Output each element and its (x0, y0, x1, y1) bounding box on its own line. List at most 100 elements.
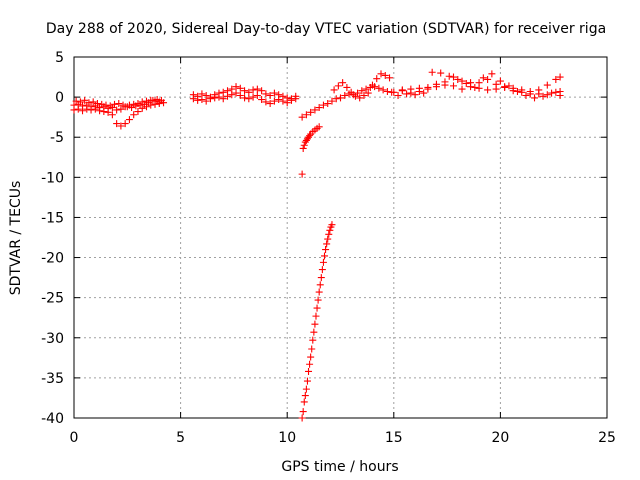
data-point (315, 288, 323, 296)
data-point (323, 240, 331, 248)
data-point (317, 274, 325, 282)
data-point (479, 74, 487, 82)
data-point (386, 74, 394, 82)
data-point (266, 92, 274, 100)
data-point (505, 82, 513, 90)
x-tick-label: 5 (176, 430, 185, 446)
data-point (328, 221, 336, 229)
data-point (232, 83, 240, 91)
data-point (341, 92, 349, 100)
data-point (475, 84, 483, 92)
data-point (330, 86, 338, 94)
data-point (91, 105, 99, 113)
data-point (93, 100, 101, 108)
data-point (360, 92, 368, 100)
data-point (390, 88, 398, 96)
x-tick-label: 10 (278, 430, 296, 446)
data-point (96, 107, 104, 115)
data-point (136, 101, 144, 109)
data-point (319, 101, 327, 109)
data-point (253, 85, 261, 93)
data-point (420, 89, 428, 97)
data-point (302, 385, 310, 393)
data-point (432, 83, 440, 91)
data-point (70, 106, 78, 114)
data-point (310, 328, 318, 336)
data-point (312, 312, 320, 320)
data-point (311, 320, 319, 328)
data-point (522, 92, 530, 100)
data-point (106, 102, 114, 110)
data-point (134, 108, 142, 116)
data-point (307, 108, 315, 116)
y-tick-label: -10 (41, 170, 64, 186)
data-point (307, 353, 315, 361)
data-point (339, 79, 347, 87)
data-point (445, 72, 453, 80)
data-point (258, 96, 266, 104)
data-point (324, 235, 332, 243)
y-tick-label: -25 (41, 291, 64, 307)
data-point (454, 75, 462, 83)
data-point (232, 89, 240, 97)
data-point (194, 96, 202, 104)
data-point (394, 92, 402, 100)
data-point (513, 87, 521, 95)
data-point (328, 97, 336, 105)
data-point (102, 101, 110, 109)
data-point (437, 69, 445, 77)
data-point (324, 100, 332, 108)
data-point (151, 100, 159, 108)
data-point (283, 99, 291, 107)
data-point (458, 77, 466, 85)
data-point (308, 345, 316, 353)
data-point (119, 101, 127, 109)
data-point (311, 106, 319, 114)
data-point (72, 97, 80, 105)
data-point (81, 96, 89, 104)
data-point (377, 70, 385, 78)
data-point (471, 83, 479, 91)
data-point (300, 141, 308, 149)
data-point (298, 113, 306, 121)
data-point (526, 87, 534, 95)
data-point (89, 98, 97, 106)
y-tick-label: 0 (55, 90, 64, 106)
axes: 0 5 10 15 20 25 5 0 -5 -10 -15 -20 -25 -30 -35 -40 (41, 50, 616, 446)
data-point (275, 96, 283, 104)
data-point (315, 123, 323, 131)
x-tick-label: 15 (385, 430, 403, 446)
data-point (321, 252, 329, 260)
data-point (270, 89, 278, 97)
data-point (298, 414, 306, 422)
data-point (85, 99, 93, 107)
data-point (318, 266, 326, 274)
y-tick-label: -20 (41, 251, 64, 267)
data-point (132, 102, 140, 110)
y-axis-label: SDTVAR / TECUs (8, 181, 24, 296)
data-point (215, 93, 223, 101)
data-point (325, 230, 333, 238)
data-point (300, 398, 308, 406)
data-point (347, 88, 355, 96)
data-point (484, 75, 492, 83)
data-point (314, 296, 322, 304)
data-point (236, 92, 244, 100)
data-point (407, 85, 415, 93)
data-point (241, 94, 249, 102)
data-point (245, 95, 253, 103)
data-point (467, 79, 475, 87)
data-point (117, 122, 125, 130)
data-point (279, 97, 287, 105)
data-point (125, 116, 133, 124)
data-point (332, 95, 340, 103)
data-point (149, 96, 157, 104)
data-point (441, 81, 449, 89)
data-point (424, 83, 432, 91)
data-point (287, 96, 295, 104)
data-point (128, 104, 136, 112)
y-tick-label: -15 (41, 210, 64, 226)
data-point (375, 84, 383, 92)
data-point (198, 96, 206, 104)
data-point (98, 100, 106, 108)
